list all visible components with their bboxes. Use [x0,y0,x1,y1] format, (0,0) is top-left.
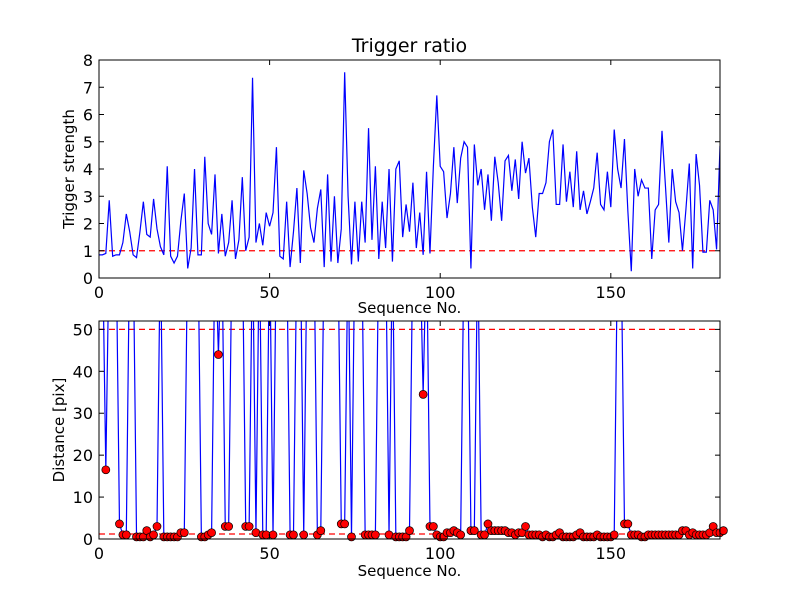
y-tick-label: 0 [83,269,93,288]
data-point [207,528,216,538]
x-axis-label: Sequence No. [358,562,462,580]
data-point [719,526,728,535]
series-line [99,72,720,272]
data-point [429,522,438,531]
x-tick-label: 50 [259,544,279,563]
x-axis-label: Sequence No. [358,299,462,317]
x-tick-label: 150 [596,544,627,563]
x-tick-label: 100 [425,544,456,563]
y-tick-label: 10 [73,488,93,507]
x-tick-label: 100 [425,283,456,302]
data-point [405,526,414,535]
data-point [609,530,619,540]
data-point [299,530,309,540]
distance-chart: 0 50 100 150 0 10 20 30 40 50 Sequence No. Distan… [50,320,728,580]
y-tick-label: 8 [83,51,93,70]
chart-title: Trigger ratio [351,35,467,57]
data-point [483,519,493,529]
y-tick-label: 7 [83,78,93,97]
y-tick-label: 50 [73,320,93,339]
data-point [152,522,162,531]
axis-ticks: 0 50 100 150 0 10 20 30 40 50 [73,320,720,563]
data-point [268,530,278,540]
data-point [371,530,380,540]
data-point [149,530,158,540]
data-point [521,522,530,531]
x-tick-label: 0 [94,283,104,302]
axis-ticks: 0 50 100 150 0 1 2 3 4 5 6 7 8 [83,51,720,302]
data-point [316,526,326,535]
y-tick-label: 1 [83,242,93,261]
trigger-ratio-chart: Trigger ratio 0 50 100 150 0 1 2 3 4 5 6 7 8 Sequenc… [60,35,721,317]
y-tick-label: 6 [83,106,93,125]
y-tick-label: 3 [83,187,93,206]
y-tick-label: 5 [83,133,93,152]
y-tick-label: 40 [73,362,93,381]
y-tick-label: 20 [73,446,93,465]
y-tick-label: 30 [73,404,93,423]
data-point [179,528,189,538]
data-point [347,532,356,542]
axes-frame [98,320,721,540]
axes-frame [98,59,721,279]
data-point [469,526,479,535]
data-point [340,519,350,529]
y-axis-label: Distance [pix] [50,378,68,483]
data-point [115,519,124,529]
plot-area [99,321,728,542]
y-tick-label: 0 [83,530,93,549]
data-point [121,530,131,540]
y-tick-label: 2 [83,215,93,234]
x-tick-label: 50 [259,283,279,302]
data-point [214,350,223,359]
data-point [418,390,428,399]
data-point [224,522,234,531]
data-point [623,519,633,529]
x-tick-label: 150 [596,283,627,302]
data-point [456,530,466,540]
y-tick-label: 4 [83,160,93,179]
data-point [244,522,254,531]
x-tick-label: 0 [94,544,104,563]
data-point [289,530,298,540]
y-axis-label: Trigger strength [60,109,78,230]
plot-area [99,72,720,272]
data-point [101,465,111,475]
